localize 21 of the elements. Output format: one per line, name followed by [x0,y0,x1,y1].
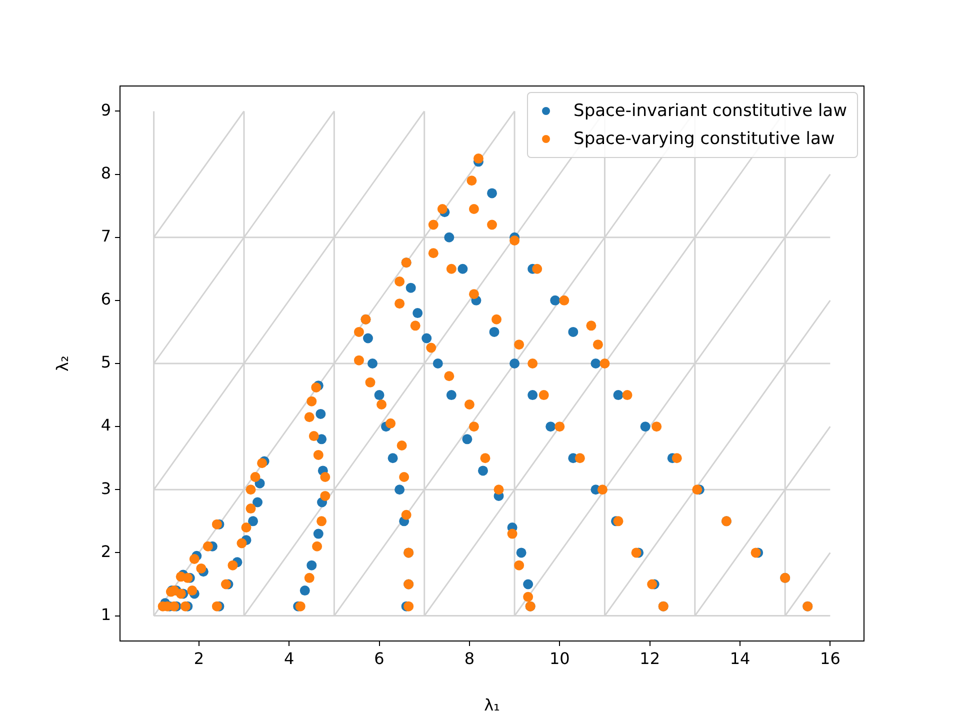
y-tick-label: 7 [100,226,111,246]
x-tick-label: 8 [464,648,475,668]
y-tick-label: 5 [100,352,111,372]
x-tick-label: 10 [549,648,570,668]
y-tick-label: 3 [100,478,111,498]
x-tick-label: 16 [820,648,840,668]
y-tick-label: 4 [100,416,111,435]
x-tick-label: 12 [640,648,660,668]
x-axis-title: λ₁ [484,696,500,715]
x-tick-label: 14 [730,648,750,668]
y-tick-label: 9 [100,100,111,120]
y-tick-label: 2 [100,542,111,561]
legend-label: Space-varying constitutive law [574,128,835,151]
y-axis-title: λ₂ [52,356,72,372]
x-tick-label: 2 [194,648,204,668]
legend-label: Space-invariant constitutive law [574,100,847,123]
y-tick-label: 8 [100,163,111,182]
x-tick-label: 6 [374,648,384,668]
x-tick-label: 4 [284,648,294,668]
y-tick-label: 1 [100,604,111,624]
y-tick-label: 6 [100,290,111,309]
